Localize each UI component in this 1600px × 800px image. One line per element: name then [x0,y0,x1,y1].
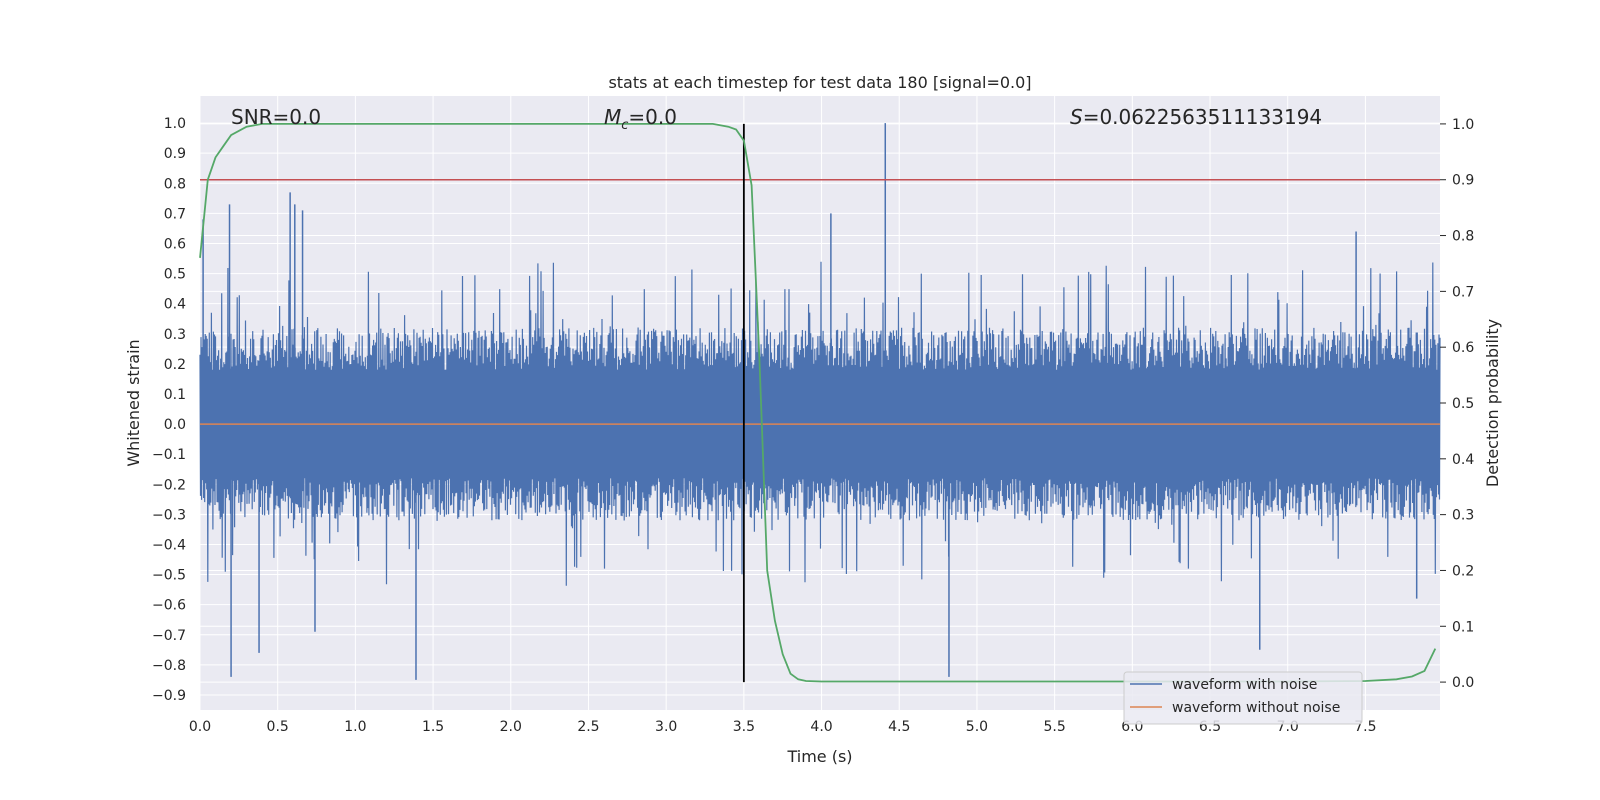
y-left-tick-label: 0.6 [164,236,186,252]
x-tick-label: 3.0 [655,719,677,735]
chart-title: stats at each timestep for test data 180… [608,73,1031,92]
y-left-tick-label: −0.9 [152,688,186,704]
x-tick-label: 0.0 [189,719,211,735]
y-right-tick-label: 0.9 [1452,173,1474,189]
waveform-with-noise-line [199,261,1441,586]
legend: waveform with noise waveform without noi… [1123,671,1363,725]
x-tick-label: 5.5 [1044,719,1066,735]
legend-box [1123,671,1363,725]
x-tick-label: 3.5 [733,719,755,735]
y-left-axis-label: Whitened strain [124,339,143,466]
s-symbol: S [1070,105,1083,129]
y-right-axis-label: Detection probability [1483,319,1502,487]
chirp-mass-subscript: c [621,118,628,133]
y-left-tick-label: −0.8 [152,658,186,674]
x-tick-label: 2.5 [577,719,599,735]
y-left-tick-label: −0.3 [152,507,186,523]
y-right-tick-label: 1.0 [1452,117,1474,133]
y-left-axis-ticks: 1.0 0.9 0.8 0.7 0.6 0.5 0.4 0.3 0.2 0.1 0.0 −0.1 −0.… [152,116,186,704]
y-left-tick-label: −0.2 [152,477,186,493]
x-tick-label: 4.0 [810,719,832,735]
y-right-tick-label: 0.5 [1452,396,1474,412]
snr-annotation: SNR=0.0 [231,105,321,129]
y-left-tick-label: −0.6 [152,598,186,614]
y-left-tick-label: 0.2 [164,357,186,373]
y-right-tick-label: 0.0 [1452,675,1474,691]
y-left-tick-label: −0.4 [152,537,186,553]
y-left-tick-label: 0.7 [164,206,186,222]
x-tick-label: 0.5 [267,719,289,735]
y-left-tick-label: 0.8 [164,176,186,192]
y-left-tick-label: 0.9 [164,146,186,162]
y-left-tick-label: 0.1 [164,387,186,403]
chirp-mass-symbol: M [604,105,621,129]
y-left-tick-label: −0.1 [152,447,186,463]
chirp-mass-value: =0.0 [628,105,677,129]
y-right-tick-label: 0.4 [1452,452,1474,468]
y-left-tick-label: 0.4 [164,297,186,313]
y-left-tick-label: −0.5 [152,568,186,584]
x-tick-label: 4.5 [888,719,910,735]
y-right-tick-label: 0.3 [1452,508,1474,524]
y-left-tick-label: −0.7 [152,628,186,644]
legend-label-clean: waveform without noise [1172,700,1340,716]
s-annotation: S=0.0622563511133194 [1070,105,1322,129]
y-right-tick-label: 0.6 [1452,340,1474,356]
y-right-tick-label: 0.1 [1452,619,1474,635]
y-left-tick-label: 1.0 [164,116,186,132]
x-axis-label: Time (s) [786,747,852,766]
y-right-tick-label: 0.2 [1452,563,1474,579]
x-tick-label: 2.0 [500,719,522,735]
x-tick-label: 1.0 [344,719,366,735]
y-right-tick-label: 0.7 [1452,284,1474,300]
y-left-tick-label: 0.5 [164,267,186,283]
y-left-tick-label: 0.0 [164,417,186,433]
y-left-tick-label: 0.3 [164,327,186,343]
s-value: =0.0622563511133194 [1083,105,1322,129]
y-right-tick-label: 0.8 [1452,229,1474,245]
legend-label-noise: waveform with noise [1172,677,1317,693]
y-right-axis-ticks: 1.0 0.9 0.8 0.7 0.6 0.5 0.4 0.3 0.2 0.1 0.0 [1440,117,1474,691]
x-tick-label: 1.5 [422,719,444,735]
x-tick-label: 5.0 [966,719,988,735]
chirp-mass-annotation: Mc=0.0 [604,105,677,133]
